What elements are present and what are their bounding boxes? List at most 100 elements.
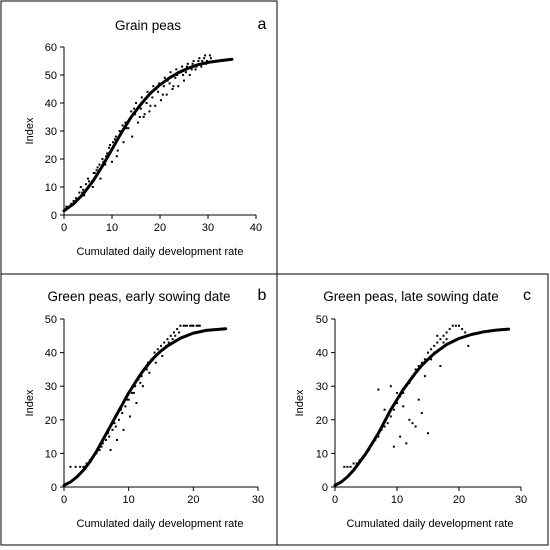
panel-b-data-point [121, 412, 124, 415]
panel-b-y-tick-label: 30 [45, 381, 57, 393]
panel-b-x-tick-label: 20 [187, 494, 199, 506]
panel-c-data-point [405, 442, 408, 445]
panel-b-data-point [127, 398, 130, 401]
panel-a-data-point [148, 110, 151, 113]
panel-a-data-point [143, 113, 146, 116]
panel-b-data-point [197, 324, 200, 327]
panel-b-data-point [128, 415, 131, 418]
panel-a-data-point [75, 197, 77, 200]
panel-a-data-point [157, 90, 160, 93]
panel-b-data-point [148, 371, 151, 374]
panel-a-data-point [114, 135, 117, 138]
panel-c-data-point [383, 408, 386, 411]
panel-c-y-tick-label: 0 [322, 482, 328, 494]
panel-a-xlabel: Cumulated daily development rate [77, 246, 244, 258]
panel-b-data-point [176, 328, 179, 331]
panel-a-data-point [163, 76, 166, 79]
panel-a-data-point [135, 102, 137, 104]
panel-b-data-point [113, 422, 116, 425]
panel-c-data-point [423, 358, 426, 361]
panel-a-title: Grain peas [115, 18, 181, 33]
panel-a-data-point [209, 57, 212, 60]
panel-a-data-point [188, 74, 191, 76]
panel-a-data-point [72, 200, 75, 202]
panel-a-data-point [111, 141, 114, 144]
panel-c-x-tick-label: 30 [515, 494, 527, 506]
panel-c-data-point [461, 328, 464, 331]
panel-b-fitted-curve [62, 327, 228, 487]
panel-a-y-tick-label: 50 [45, 70, 57, 82]
panel-a-data-point [162, 85, 165, 88]
panel-b-data-point [108, 435, 111, 438]
panel-c-data-point [399, 435, 402, 438]
panel-a-data-point [201, 60, 204, 62]
panel-a-data-point [182, 74, 185, 76]
panel-a-label: a [258, 16, 267, 33]
panel-b-data-point [167, 341, 170, 344]
panel-a-data-point [177, 85, 180, 88]
panel-b-y-tick-label: 40 [45, 348, 57, 360]
panel-b: Green peas, early sowing date b Cumulate… [24, 287, 267, 530]
panel-c-title: Green peas, late sowing date [323, 289, 499, 304]
panel-c-y-tick-label: 40 [316, 348, 328, 360]
panel-b-data-point [153, 351, 156, 354]
panel-a-data-point [101, 158, 104, 160]
panel-c-data-point [427, 432, 429, 435]
panel-c-data-point [349, 465, 352, 468]
panel-c-plot: 0 10 20 30 0 10 20 30 40 50 [316, 314, 527, 506]
panel-a-data-point [87, 180, 90, 183]
panel-b-data-point [114, 425, 117, 428]
panel-c-data-point [448, 328, 451, 331]
panel-a-data-point [181, 65, 184, 68]
panel-a-data-point [131, 135, 134, 138]
panel-b-data-point [178, 331, 181, 334]
panel-a-data-point [85, 183, 88, 186]
panel-b-data-point [163, 341, 166, 344]
panel-c-ylabel: Index [294, 389, 306, 416]
panel-a-data-point [115, 155, 118, 158]
panel-a-data-point [171, 88, 174, 90]
panel-a-data-point [127, 127, 130, 130]
panel-a-data-point [104, 163, 107, 166]
panel-a-data-point [79, 186, 82, 188]
panel-c-data-point [386, 422, 389, 425]
panel-a-data-point [206, 60, 209, 62]
panel-c-data-point [420, 412, 423, 415]
panel-a-data-point [91, 186, 94, 188]
panel-c-data-point [439, 365, 442, 368]
panel-a-data-point [138, 116, 141, 118]
panel-a-data-point [175, 68, 178, 71]
panel-b-data-point [134, 385, 137, 388]
panel-a-data-point [108, 146, 111, 149]
panel-b-data-point [85, 462, 88, 465]
panel-a-data-point [194, 68, 197, 71]
panel-a-data-point [96, 166, 99, 169]
panel-a-data-point [197, 60, 200, 62]
panel-a-data-point [82, 188, 85, 191]
panel-b-data-point [192, 324, 195, 327]
panel-a-data-point [203, 57, 206, 60]
panel-c-data-point [430, 358, 433, 361]
panel-b-data-point [185, 324, 188, 327]
panel-b-x-tick-label: 10 [123, 494, 135, 506]
panel-b-data-point [141, 385, 144, 388]
panel-b-label: b [258, 287, 267, 304]
panel-c-data-point [436, 341, 439, 344]
panel-a: Grain peas a Cumulated daily development… [24, 16, 267, 258]
panel-a-data-point [172, 85, 175, 88]
panel-c-data-point [439, 338, 442, 341]
panel-a-x-tick-label: 40 [250, 222, 262, 234]
panel-c-data-point [346, 465, 349, 468]
panel-a-data-point [174, 76, 177, 79]
panel-b-data-point [161, 354, 164, 357]
panel-a-data-point [192, 60, 195, 62]
panel-b-y-tick-label: 0 [51, 482, 57, 494]
panel-a-data-point [159, 99, 162, 102]
panel-c-data-point [436, 334, 439, 337]
panel-b-data-point [179, 324, 182, 327]
panel-a-x-tick-label: 30 [202, 222, 214, 234]
panel-c-data-point [396, 402, 398, 404]
panel-b-data-point [195, 324, 198, 327]
